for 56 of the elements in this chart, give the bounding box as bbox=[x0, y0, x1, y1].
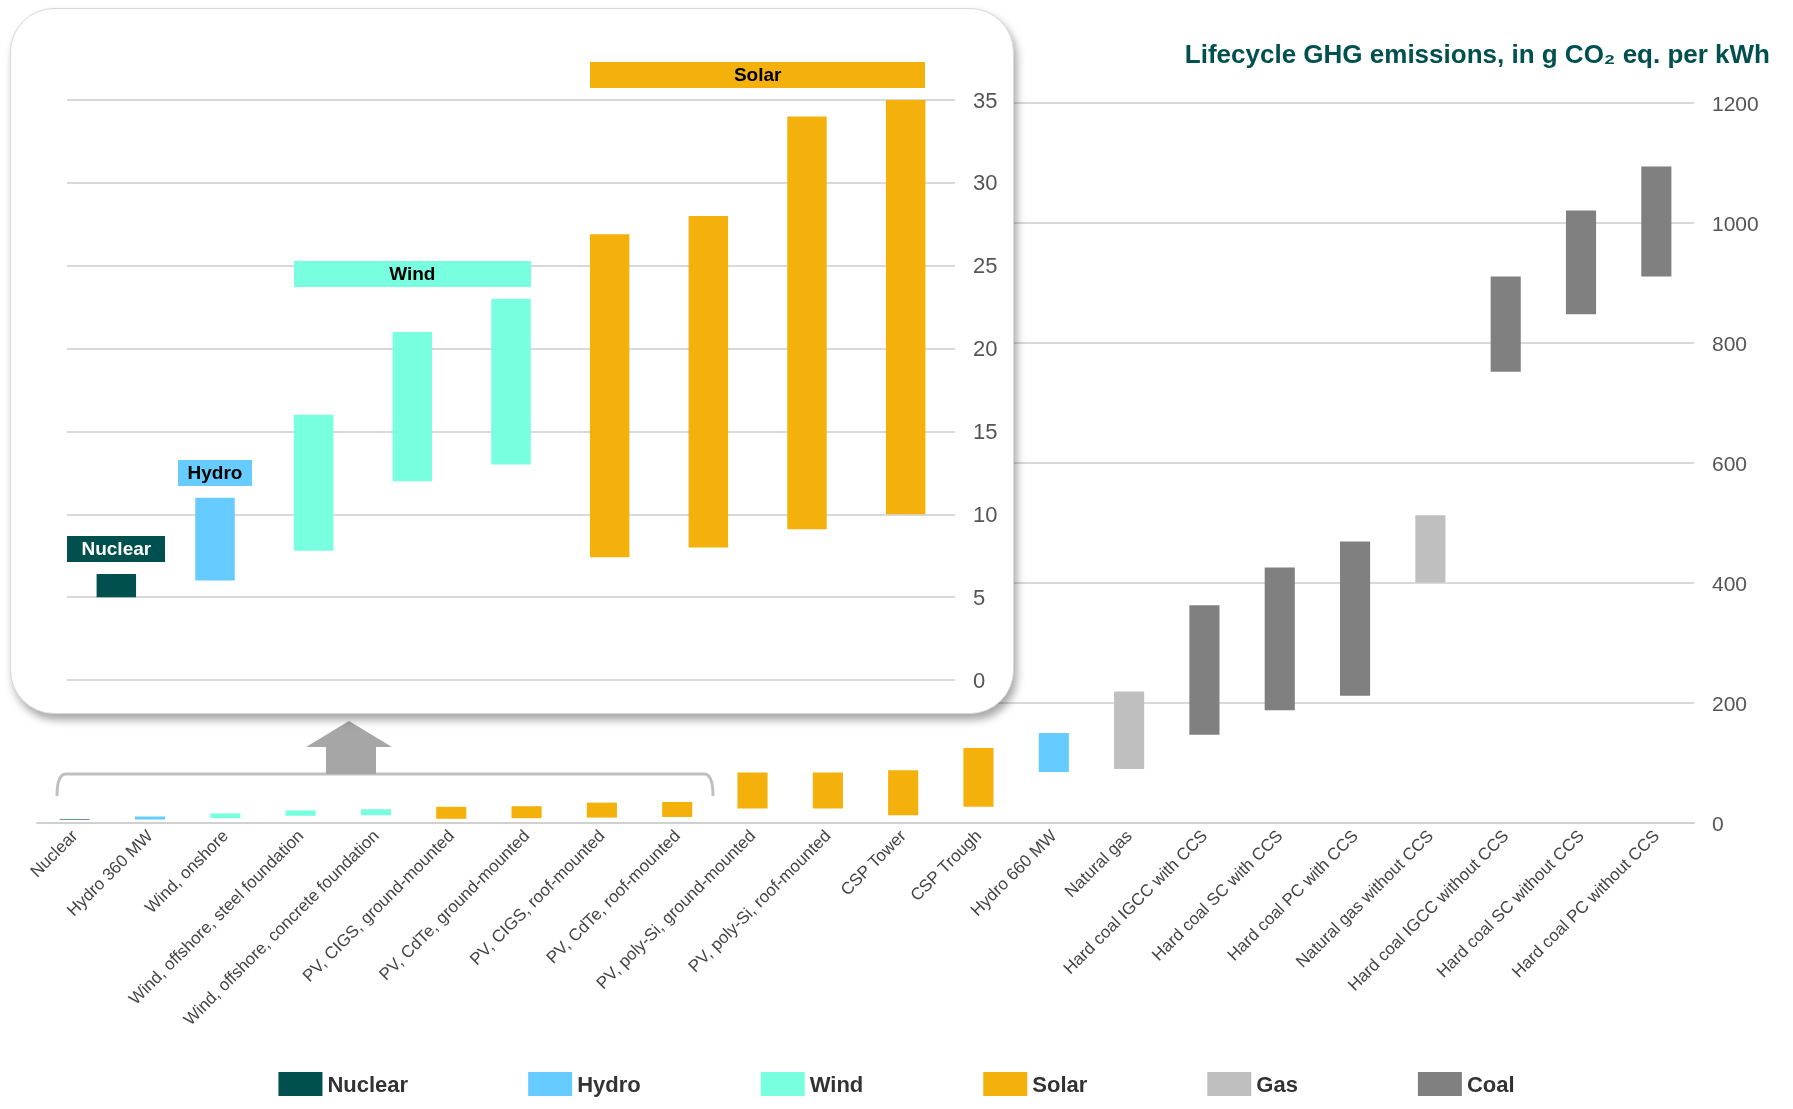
legend-label: Wind bbox=[809, 1071, 864, 1097]
y-tick-label: 15 bbox=[973, 418, 998, 444]
bar bbox=[662, 802, 693, 817]
bar bbox=[134, 816, 166, 820]
y-tick-label: 0 bbox=[973, 667, 986, 693]
bar bbox=[1565, 210, 1597, 315]
y-tick-label: 30 bbox=[973, 170, 998, 196]
y-tick-label: 5 bbox=[973, 584, 986, 610]
bar bbox=[392, 332, 433, 482]
bar bbox=[737, 772, 768, 809]
y-tick-label: 25 bbox=[973, 253, 998, 279]
bar bbox=[1189, 605, 1220, 735]
bar bbox=[436, 806, 467, 819]
bar bbox=[1264, 567, 1295, 711]
y-tick-label: 1200 bbox=[1712, 91, 1759, 115]
y-tick-label: 200 bbox=[1712, 691, 1748, 715]
bar bbox=[589, 234, 630, 558]
y-tick-label: 35 bbox=[973, 87, 998, 113]
bar bbox=[195, 497, 235, 581]
bar bbox=[1490, 276, 1521, 372]
bar bbox=[688, 216, 729, 548]
bar bbox=[285, 810, 316, 816]
y-tick-label: 800 bbox=[1712, 331, 1748, 355]
bar bbox=[1641, 166, 1672, 277]
legend-label: Solar bbox=[1032, 1071, 1088, 1097]
bar bbox=[360, 809, 391, 816]
bar bbox=[1415, 515, 1446, 583]
bar bbox=[511, 806, 542, 819]
bar bbox=[1114, 691, 1145, 769]
chart-title: Lifecycle GHG emissions, in g CO₂ eq. per kWh bbox=[1184, 39, 1770, 69]
y-tick-label: 600 bbox=[1712, 451, 1748, 475]
bar bbox=[210, 813, 241, 819]
y-tick-label: 0 bbox=[1712, 811, 1724, 835]
bar bbox=[293, 414, 334, 551]
bar bbox=[1038, 733, 1069, 772]
legend-label: Coal bbox=[1466, 1071, 1515, 1097]
bar bbox=[885, 100, 926, 515]
bar bbox=[586, 802, 617, 818]
legend-label: Hydro bbox=[577, 1071, 641, 1097]
bar bbox=[787, 116, 827, 530]
bar bbox=[963, 748, 994, 807]
bar bbox=[812, 772, 843, 809]
bar bbox=[491, 298, 531, 465]
group-tag: Solar bbox=[589, 62, 926, 88]
bar bbox=[888, 770, 919, 816]
y-tick-label: 10 bbox=[973, 501, 998, 527]
group-tag: Hydro bbox=[178, 459, 252, 486]
group-tag: Nuclear bbox=[67, 535, 166, 562]
legend-label: Gas bbox=[1256, 1071, 1298, 1097]
group-tag: Wind bbox=[293, 260, 531, 287]
bar bbox=[96, 573, 137, 598]
y-tick-label: 400 bbox=[1712, 571, 1748, 595]
bar bbox=[1340, 541, 1371, 696]
y-tick-label: 1000 bbox=[1712, 211, 1759, 235]
legend-label: Nuclear bbox=[327, 1071, 409, 1097]
y-tick-label: 20 bbox=[973, 336, 998, 362]
